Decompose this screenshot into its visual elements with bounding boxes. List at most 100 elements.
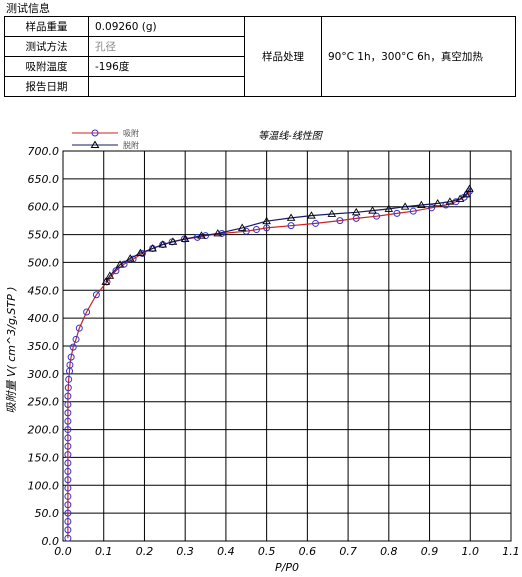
y-tick-label: 650.0 bbox=[28, 173, 60, 186]
x-tick-label: 0.0 bbox=[54, 545, 72, 558]
data-point bbox=[384, 204, 394, 212]
data-point bbox=[101, 277, 111, 285]
data-point bbox=[168, 237, 178, 245]
data-point bbox=[92, 291, 100, 299]
data-point bbox=[75, 324, 83, 332]
legend-label-adsorption: 吸附 bbox=[123, 128, 139, 138]
data-point bbox=[180, 234, 190, 242]
data-point bbox=[312, 219, 320, 227]
data-point bbox=[368, 206, 377, 214]
data-point bbox=[64, 442, 72, 450]
data-point bbox=[115, 260, 125, 268]
data-point bbox=[336, 217, 344, 225]
y-tick-label: 50.0 bbox=[35, 507, 60, 520]
y-tick-label: 200.0 bbox=[28, 424, 60, 437]
x-tick-label: 0.8 bbox=[380, 545, 398, 558]
sample-weight-value: 0.09260 (g) bbox=[88, 16, 245, 37]
data-point bbox=[64, 409, 72, 417]
series-desorption bbox=[101, 184, 474, 285]
data-point bbox=[307, 211, 316, 219]
legend-label-desorption: 脱附 bbox=[123, 140, 139, 150]
data-point bbox=[64, 509, 72, 517]
data-point bbox=[400, 202, 410, 210]
data-point bbox=[64, 476, 72, 484]
y-tick-label: 100.0 bbox=[28, 479, 60, 492]
chart-title: 等温线-线性图 bbox=[258, 130, 324, 142]
data-point bbox=[112, 267, 120, 275]
data-point bbox=[64, 434, 72, 442]
data-point bbox=[417, 200, 426, 208]
data-point bbox=[64, 401, 72, 408]
y-tick-label: 500.0 bbox=[28, 256, 60, 269]
sample-info-table: 样品重量 0.09260 (g) 样品处理 90°C 1h，300°C 6h，真… bbox=[4, 16, 516, 97]
data-point bbox=[69, 343, 77, 351]
data-point bbox=[262, 216, 271, 225]
data-point bbox=[197, 231, 206, 239]
data-point bbox=[433, 198, 442, 207]
x-tick-label: 0.9 bbox=[421, 545, 439, 558]
data-point bbox=[393, 209, 401, 217]
legend-marker-adsorption bbox=[91, 129, 99, 137]
legend-marker-desorption bbox=[90, 140, 100, 148]
data-point bbox=[409, 207, 417, 215]
report-date-value bbox=[88, 76, 245, 97]
data-point bbox=[237, 223, 247, 231]
data-point bbox=[64, 384, 72, 392]
data-point bbox=[64, 526, 72, 534]
table-row: 测试方法 孔径 bbox=[4, 36, 516, 57]
data-point bbox=[428, 204, 436, 212]
y-tick-label: 150.0 bbox=[28, 451, 60, 464]
data-point bbox=[64, 459, 72, 467]
data-point bbox=[64, 417, 72, 425]
data-point bbox=[64, 484, 72, 492]
x-axis-label: P/P0 bbox=[275, 561, 299, 574]
data-point bbox=[252, 226, 260, 234]
y-tick-label: 250.0 bbox=[28, 396, 60, 409]
grid bbox=[62, 150, 512, 542]
x-tick-label: 0.3 bbox=[176, 545, 194, 558]
x-tick-label: 0.4 bbox=[217, 545, 235, 558]
data-point bbox=[148, 244, 157, 252]
test-method-label: 测试方法 bbox=[4, 36, 89, 57]
data-point bbox=[327, 209, 337, 217]
data-point bbox=[125, 254, 135, 262]
table-row: 报告日期 bbox=[4, 76, 516, 97]
y-tick-label: 400.0 bbox=[28, 312, 60, 325]
data-point bbox=[263, 224, 271, 232]
data-point bbox=[287, 222, 295, 230]
series-layer bbox=[64, 184, 474, 542]
x-tick-label: 0.2 bbox=[136, 545, 154, 558]
x-tick-label: 0.1 bbox=[95, 545, 113, 558]
data-point bbox=[64, 501, 72, 509]
data-point bbox=[83, 308, 91, 316]
x-tick-label: 0.6 bbox=[299, 545, 317, 558]
data-point bbox=[64, 392, 72, 400]
data-point bbox=[64, 492, 72, 500]
data-point bbox=[65, 375, 73, 383]
x-tick-label: 0.7 bbox=[339, 545, 357, 558]
y-axis-label: 吸附量 V( cm^3/g,STP ) bbox=[5, 286, 18, 413]
sample-treatment-value: 90°C 1h，300°C 6h，真空加热 bbox=[321, 16, 516, 97]
legend: 吸附 脱附 bbox=[72, 128, 139, 150]
data-point bbox=[64, 518, 72, 525]
x-tick-label: 0.5 bbox=[258, 545, 276, 558]
data-point bbox=[72, 335, 80, 343]
data-point bbox=[67, 353, 75, 361]
data-point bbox=[286, 213, 296, 221]
data-point bbox=[352, 214, 360, 222]
data-point bbox=[64, 451, 72, 459]
data-point bbox=[66, 361, 74, 369]
y-tick-label: 550.0 bbox=[28, 229, 60, 242]
data-point bbox=[455, 194, 465, 202]
x-tick-label: 1.1 bbox=[502, 545, 520, 558]
data-point bbox=[373, 212, 381, 220]
data-point bbox=[465, 184, 474, 192]
data-point bbox=[158, 240, 168, 248]
y-tick-label: 350.0 bbox=[28, 340, 60, 353]
data-point bbox=[351, 207, 361, 216]
x-tick-label: 1.0 bbox=[462, 545, 480, 558]
data-point bbox=[105, 271, 115, 279]
y-tick-label: 700.0 bbox=[28, 145, 60, 158]
data-point bbox=[64, 426, 72, 434]
tick-labels: 0.0 0.1 0.2 0.3 0.4 0.5 0.6 0.7 0.8 0.9 1.0 1.1 0.0 5… bbox=[28, 145, 520, 558]
